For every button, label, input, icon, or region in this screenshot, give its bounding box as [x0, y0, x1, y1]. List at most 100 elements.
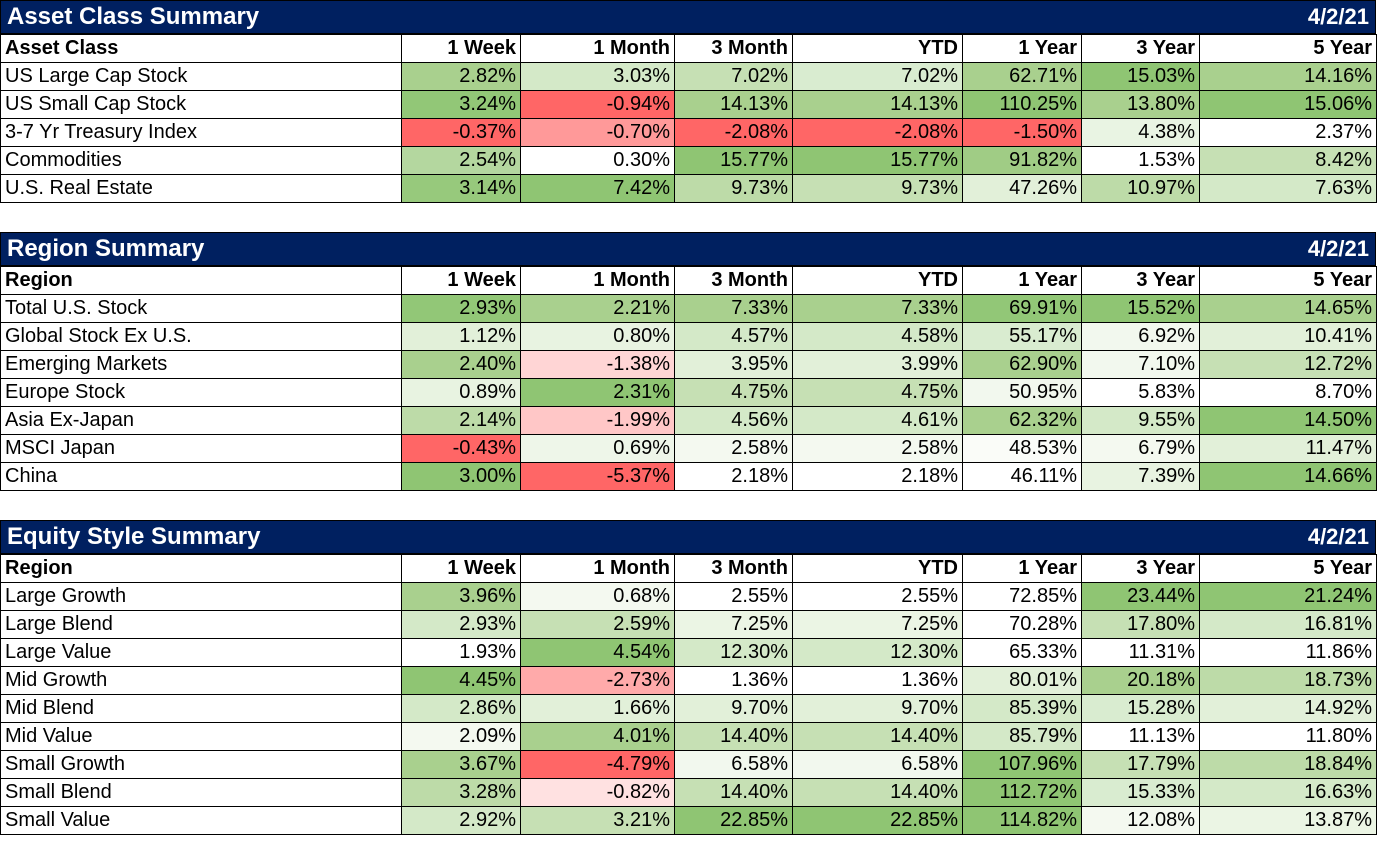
row-label: Small Value — [0, 806, 402, 835]
return-cell: 20.18% — [1081, 666, 1200, 695]
return-cell: 11.86% — [1199, 638, 1377, 667]
table-row: 3-7 Yr Treasury Index -0.37% -0.70% -2.08% -… — [0, 118, 1377, 147]
return-cell: -0.43% — [401, 434, 521, 463]
return-cell: 2.18% — [674, 462, 793, 491]
return-cell: 7.33% — [792, 294, 963, 323]
return-cell: 2.93% — [401, 294, 521, 323]
table-row: Small Growth 3.67% -4.79% 6.58% 6.58% 107.96%… — [0, 750, 1377, 779]
return-cell: 14.40% — [792, 722, 963, 751]
column-header: 1 Year — [962, 266, 1082, 295]
summary-section: Asset Class Summary 4/2/21 Asset Class 1 We… — [0, 0, 1377, 203]
return-cell: -2.08% — [674, 118, 793, 147]
return-cell: 2.40% — [401, 350, 521, 379]
return-cell: 5.83% — [1081, 378, 1200, 407]
return-cell: 3.14% — [401, 174, 521, 203]
return-cell: 15.33% — [1081, 778, 1200, 807]
column-header: 3 Month — [674, 266, 793, 295]
table-row: Mid Blend 2.86% 1.66% 9.70% 9.70% 85.39% 15.28… — [0, 694, 1377, 723]
row-label: Mid Growth — [0, 666, 402, 695]
return-cell: 3.67% — [401, 750, 521, 779]
return-cell: 2.31% — [520, 378, 675, 407]
return-cell: 4.56% — [674, 406, 793, 435]
row-label: Emerging Markets — [0, 350, 402, 379]
return-cell: 2.21% — [520, 294, 675, 323]
table-row: Small Blend 3.28% -0.82% 14.40% 14.40% 112.72… — [0, 778, 1377, 807]
column-header: Asset Class — [0, 34, 402, 63]
return-cell: 11.31% — [1081, 638, 1200, 667]
table-row: Large Blend 2.93% 2.59% 7.25% 7.25% 70.28% 17.… — [0, 610, 1377, 639]
row-label: Europe Stock — [0, 378, 402, 407]
column-header: 3 Year — [1081, 554, 1200, 583]
return-cell: 55.17% — [962, 322, 1082, 351]
row-label: Large Value — [0, 638, 402, 667]
table-row: Europe Stock 0.89% 2.31% 4.75% 4.75% 50.95% 5.… — [0, 378, 1377, 407]
row-label: Large Growth — [0, 582, 402, 611]
return-cell: 2.37% — [1199, 118, 1377, 147]
return-cell: 11.13% — [1081, 722, 1200, 751]
return-cell: 62.71% — [962, 62, 1082, 91]
returns-table: Region 1 Week 1 Month 3 Month YTD 1 Year 3 Yea… — [0, 554, 1377, 835]
return-cell: 1.36% — [792, 666, 963, 695]
returns-table: Region 1 Week 1 Month 3 Month YTD 1 Year 3 Yea… — [0, 266, 1377, 491]
return-cell: 11.80% — [1199, 722, 1377, 751]
row-label: Total U.S. Stock — [0, 294, 402, 323]
row-label: Global Stock Ex U.S. — [0, 322, 402, 351]
summary-page: Asset Class Summary 4/2/21 Asset Class 1 We… — [0, 0, 1377, 835]
return-cell: 7.33% — [674, 294, 793, 323]
return-cell: 9.55% — [1081, 406, 1200, 435]
table-row: U.S. Real Estate 3.14% 7.42% 9.73% 9.73% 47.2… — [0, 174, 1377, 203]
return-cell: 50.95% — [962, 378, 1082, 407]
return-cell: -5.37% — [520, 462, 675, 491]
header-row: Region 1 Week 1 Month 3 Month YTD 1 Year 3 Yea… — [0, 554, 1377, 583]
table-row: Mid Growth 4.45% -2.73% 1.36% 1.36% 80.01% 20.… — [0, 666, 1377, 695]
return-cell: -1.50% — [962, 118, 1082, 147]
row-label: US Large Cap Stock — [0, 62, 402, 91]
table-row: Asia Ex-Japan 2.14% -1.99% 4.56% 4.61% 62.32%… — [0, 406, 1377, 435]
return-cell: 2.86% — [401, 694, 521, 723]
return-cell: 65.33% — [962, 638, 1082, 667]
return-cell: 85.39% — [962, 694, 1082, 723]
return-cell: 0.69% — [520, 434, 675, 463]
return-cell: 17.79% — [1081, 750, 1200, 779]
column-header: 1 Month — [520, 554, 675, 583]
return-cell: 13.87% — [1199, 806, 1377, 835]
section-title-bar: Region Summary 4/2/21 — [0, 232, 1376, 266]
return-cell: 6.79% — [1081, 434, 1200, 463]
column-header: Region — [0, 266, 402, 295]
return-cell: 7.10% — [1081, 350, 1200, 379]
return-cell: 22.85% — [792, 806, 963, 835]
return-cell: 4.38% — [1081, 118, 1200, 147]
table-row: Large Growth 3.96% 0.68% 2.55% 2.55% 72.85% 23… — [0, 582, 1377, 611]
return-cell: 1.53% — [1081, 146, 1200, 175]
column-header: 5 Year — [1199, 554, 1377, 583]
return-cell: 3.24% — [401, 90, 521, 119]
return-cell: 47.26% — [962, 174, 1082, 203]
return-cell: 11.47% — [1199, 434, 1377, 463]
row-label: MSCI Japan — [0, 434, 402, 463]
return-cell: 17.80% — [1081, 610, 1200, 639]
return-cell: 4.75% — [792, 378, 963, 407]
return-cell: 69.91% — [962, 294, 1082, 323]
return-cell: 15.03% — [1081, 62, 1200, 91]
row-label: Asia Ex-Japan — [0, 406, 402, 435]
return-cell: 48.53% — [962, 434, 1082, 463]
return-cell: 2.54% — [401, 146, 521, 175]
return-cell: 7.42% — [520, 174, 675, 203]
return-cell: -0.94% — [520, 90, 675, 119]
return-cell: 14.40% — [674, 778, 793, 807]
column-header: 1 Week — [401, 266, 521, 295]
return-cell: 3.96% — [401, 582, 521, 611]
column-header: 1 Month — [520, 34, 675, 63]
return-cell: 2.55% — [792, 582, 963, 611]
column-header: 3 Year — [1081, 34, 1200, 63]
section-title: Region Summary — [7, 235, 205, 262]
return-cell: 18.73% — [1199, 666, 1377, 695]
return-cell: 9.70% — [792, 694, 963, 723]
return-cell: 1.12% — [401, 322, 521, 351]
return-cell: 2.14% — [401, 406, 521, 435]
return-cell: 0.30% — [520, 146, 675, 175]
summary-section: Region Summary 4/2/21 Region 1 Week 1 Month 3… — [0, 232, 1377, 491]
section-date: 4/2/21 — [1307, 524, 1369, 549]
column-header: YTD — [792, 34, 963, 63]
return-cell: 2.18% — [792, 462, 963, 491]
